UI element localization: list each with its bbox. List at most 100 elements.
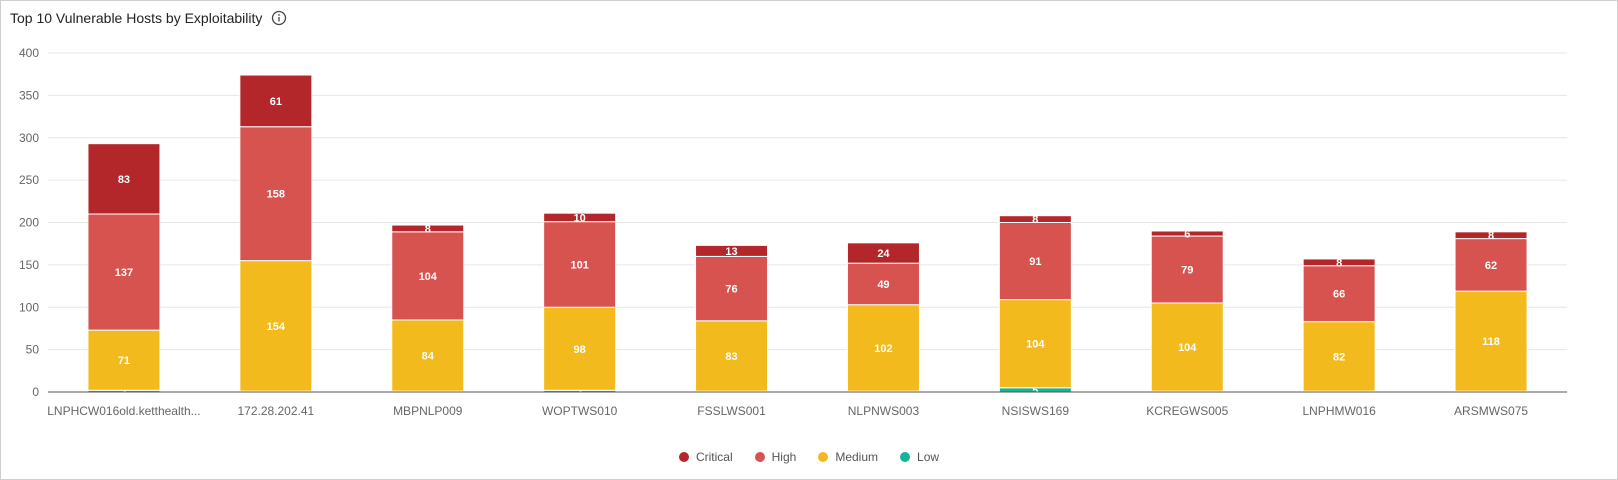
- data-label: 84: [422, 351, 435, 363]
- data-label: 91: [1029, 256, 1041, 268]
- info-icon[interactable]: [271, 10, 287, 26]
- bar-stack[interactable]: 5 104 91 8: [998, 214, 1072, 397]
- bar-segment-high[interactable]: [695, 255, 769, 322]
- y-tick-label: 100: [19, 300, 39, 314]
- bar-stack[interactable]: 1 84 104 8: [391, 223, 465, 399]
- data-label: 82: [1333, 351, 1345, 363]
- bar-segment-critical[interactable]: [543, 212, 617, 223]
- data-label: 8: [1488, 230, 1494, 242]
- y-axis: 0 50 100 150 200 250 300 350 400: [19, 46, 39, 399]
- x-tick-label: NLPNWS003: [848, 404, 920, 418]
- bar-segment-medium[interactable]: [846, 304, 920, 392]
- data-label: 101: [570, 259, 588, 271]
- legend-item-high[interactable]: High: [754, 448, 797, 466]
- data-label: 71: [118, 355, 130, 367]
- bar-segment-high[interactable]: [87, 213, 161, 331]
- legend-item-medium[interactable]: Medium: [818, 448, 878, 466]
- bar-segment-high[interactable]: [543, 221, 617, 308]
- bar-segment-medium[interactable]: [391, 319, 465, 392]
- legend-label: Medium: [835, 450, 879, 464]
- data-label: 1: [880, 387, 886, 399]
- bar-segment-medium[interactable]: [998, 299, 1072, 389]
- data-label: 118: [1482, 336, 1500, 348]
- chart-legend: Critical High Medium Low: [1, 448, 1617, 466]
- data-label: 137: [115, 267, 133, 279]
- legend-label: Low: [917, 450, 940, 464]
- data-label: 154: [267, 321, 286, 333]
- bar-segment-high[interactable]: [1454, 238, 1528, 292]
- bar-segment-critical[interactable]: [1150, 230, 1224, 237]
- bar-segment-critical[interactable]: [1302, 258, 1376, 267]
- bar-segment-critical[interactable]: [1454, 231, 1528, 240]
- data-label: 79: [1181, 265, 1193, 277]
- bar-segment-critical[interactable]: [998, 215, 1072, 224]
- data-label: 62: [1485, 260, 1497, 272]
- x-tick-label: FSSLWS001: [697, 404, 766, 418]
- data-label: 8: [1032, 214, 1038, 226]
- bar-stack[interactable]: 1 118 62 8: [1454, 230, 1528, 399]
- data-label: 1: [1184, 387, 1190, 399]
- bar-segment-high[interactable]: [1302, 265, 1376, 323]
- bar-segment-high[interactable]: [1150, 235, 1224, 304]
- legend-item-low[interactable]: Low: [900, 448, 939, 466]
- y-tick-label: 50: [26, 343, 40, 357]
- bar-segment-high[interactable]: [846, 262, 920, 306]
- x-tick-label: NSISWS169: [1002, 404, 1070, 418]
- data-label: 8: [425, 223, 431, 235]
- y-tick-label: 150: [19, 258, 39, 272]
- data-label: 49: [877, 279, 889, 291]
- bar-segment-critical[interactable]: [846, 242, 920, 264]
- data-label: 1: [273, 387, 279, 399]
- legend-swatch: [900, 452, 911, 462]
- x-tick-label: LNPHMW016: [1302, 404, 1376, 418]
- bar-segment-critical[interactable]: [87, 143, 161, 215]
- bar-stack[interactable]: 1 102 49 24: [846, 242, 920, 399]
- data-label: 61: [270, 96, 282, 108]
- legend-swatch: [678, 452, 689, 462]
- x-axis: LNPHCW016old.ketthealth... 172.28.202.41 M…: [47, 391, 1567, 418]
- bar-stack[interactable]: 1 83 76 13: [695, 244, 769, 399]
- y-tick-label: 250: [19, 173, 39, 187]
- bar-segment-high[interactable]: [998, 222, 1072, 301]
- data-label: 10: [574, 212, 586, 224]
- data-label: 104: [1026, 339, 1045, 351]
- data-label: 5: [1032, 385, 1038, 397]
- bar-segment-medium[interactable]: [87, 329, 161, 391]
- bar-segment-critical[interactable]: [391, 224, 465, 233]
- bar-segment-medium[interactable]: [1454, 290, 1528, 392]
- y-tick-label: 300: [19, 131, 39, 145]
- y-tick-label: 400: [19, 46, 39, 60]
- data-label: 8: [1336, 257, 1342, 269]
- data-label: 6: [1184, 229, 1190, 241]
- legend-item-critical[interactable]: Critical: [678, 448, 733, 466]
- y-tick-label: 200: [19, 216, 39, 230]
- bar-segment-medium[interactable]: [695, 320, 769, 392]
- data-label: 1: [1488, 387, 1494, 399]
- data-label: 102: [874, 343, 892, 355]
- data-label: 83: [118, 174, 130, 186]
- x-tick-label: 172.28.202.41: [237, 404, 314, 418]
- data-label: 1: [728, 387, 734, 399]
- bar-stack[interactable]: 1 82 66 8: [1302, 257, 1376, 399]
- data-label: 104: [419, 271, 438, 283]
- x-tick-label: KCREGWS005: [1146, 404, 1228, 418]
- x-tick-label: LNPHCW016old.ketthealth...: [47, 404, 200, 418]
- bar-segment-high[interactable]: [391, 231, 465, 321]
- legend-label: High: [771, 450, 797, 464]
- data-label: 83: [725, 351, 737, 363]
- bar-stack[interactable]: 1 104 79 6: [1150, 229, 1224, 399]
- y-tick-label: 350: [19, 88, 39, 102]
- y-tick-label: 0: [32, 385, 39, 399]
- bar-segment-critical[interactable]: [695, 244, 769, 257]
- bar-segment-medium[interactable]: [543, 306, 617, 391]
- bar-segment-medium[interactable]: [1150, 302, 1224, 392]
- chart-header: Top 10 Vulnerable Hosts by Exploitabilit…: [10, 7, 287, 29]
- bar-stack[interactable]: 1 154 158 61: [239, 74, 313, 399]
- data-label: 1: [425, 387, 431, 399]
- bar-segment-medium[interactable]: [1302, 321, 1376, 392]
- legend-swatch: [754, 452, 765, 462]
- bar-segment-critical[interactable]: [239, 74, 313, 128]
